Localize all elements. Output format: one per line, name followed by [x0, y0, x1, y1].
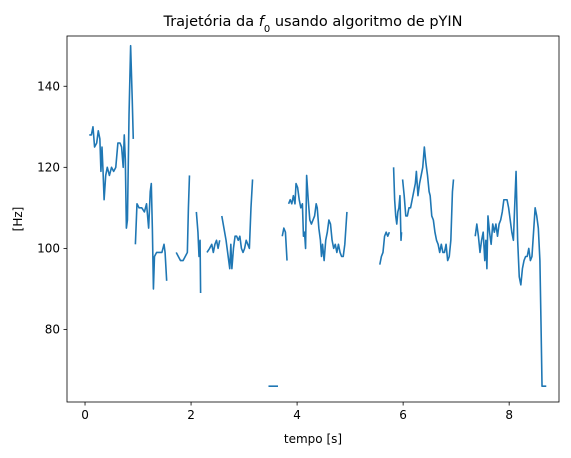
chart-title: Trajetória da f0 usando algoritmo de pYI… — [162, 14, 462, 35]
x-tick-label: 6 — [399, 408, 407, 422]
y-axis-ticks: 80 100 120 140 — [37, 80, 67, 337]
f0-series — [89, 44, 547, 387]
f0-line-segment-4 — [195, 211, 202, 293]
x-tick-label: 8 — [505, 408, 513, 422]
y-tick-label: 140 — [37, 80, 60, 94]
f0-line-segment-3 — [175, 175, 191, 262]
f0-line-segment-6 — [221, 179, 254, 270]
plot-area-frame — [66, 35, 560, 403]
x-axis-ticks: 0 2 4 6 8 — [81, 402, 513, 422]
y-tick-label: 80 — [45, 323, 60, 337]
x-tick-label: 2 — [187, 408, 195, 422]
f0-line-segment-1 — [89, 44, 135, 229]
f0-line-segment-9 — [287, 174, 348, 262]
x-tick-label: 0 — [81, 408, 89, 422]
f0-line-segment-11 — [392, 167, 403, 242]
y-tick-label: 120 — [37, 161, 60, 175]
f0-line-segment-10 — [379, 231, 391, 265]
f0-line-segment-5 — [206, 239, 221, 254]
f0-line-segment-13 — [474, 170, 547, 387]
y-tick-label: 100 — [37, 242, 60, 256]
x-axis-label: tempo [s] — [284, 432, 342, 446]
f0-line-segment-2 — [134, 182, 168, 290]
y-axis-label: [Hz] — [11, 207, 25, 232]
x-tick-label: 4 — [293, 408, 301, 422]
f0-line-segment-12 — [401, 146, 455, 262]
f0-line-segment-8 — [281, 227, 288, 261]
